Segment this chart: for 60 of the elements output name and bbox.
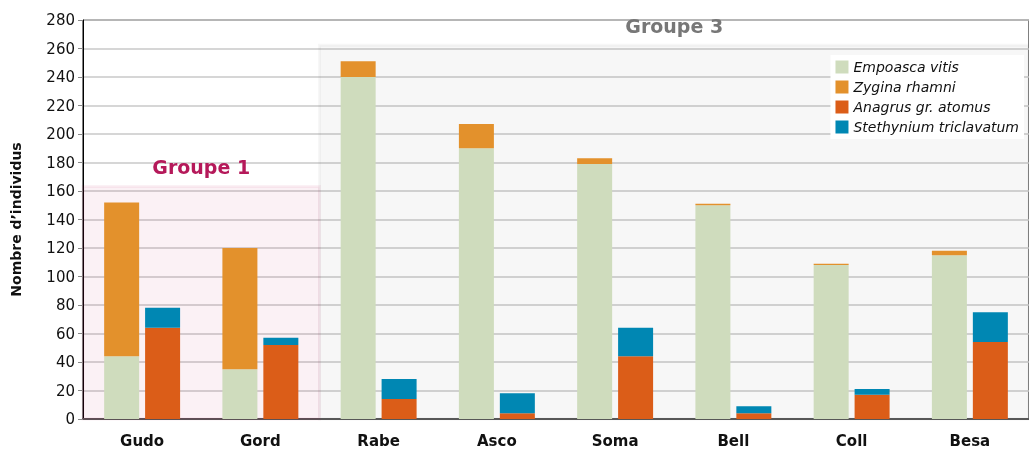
y-tick-label: 120	[46, 239, 75, 257]
x-tick-label: Gord	[239, 431, 281, 450]
bar	[577, 158, 613, 164]
y-axis-title: Nombre d’individus	[8, 142, 24, 297]
bar	[813, 265, 849, 419]
bar	[931, 255, 967, 419]
x-tick-label: Gudo	[120, 431, 165, 450]
bar	[736, 406, 772, 414]
y-tick-label: 160	[46, 182, 75, 200]
band-label: Groupe 3	[625, 15, 724, 38]
y-tick-label: 20	[55, 381, 75, 400]
bar	[695, 205, 731, 419]
y-tick-label: 240	[46, 68, 75, 86]
y-tick-label: 0	[65, 410, 75, 428]
bar	[499, 393, 535, 414]
x-tick-label: Soma	[591, 431, 639, 450]
y-tick-label: 200	[46, 125, 75, 143]
bar	[222, 369, 258, 419]
bar	[222, 248, 258, 370]
y-tick-label: 40	[55, 353, 75, 371]
bar	[263, 337, 299, 345]
y-tick-label: 280	[46, 11, 75, 29]
y-tick-label: 60	[55, 324, 75, 343]
bar	[381, 379, 417, 400]
bar	[104, 202, 140, 357]
x-tick-label: Coll	[835, 431, 868, 450]
bar	[145, 307, 181, 328]
bar	[854, 394, 890, 419]
bar	[972, 312, 1008, 343]
bar	[618, 356, 654, 419]
bar	[263, 344, 299, 419]
bar	[618, 327, 654, 357]
y-tick-label: 140	[46, 210, 75, 229]
bar	[499, 413, 535, 419]
y-tick-label: 260	[46, 39, 75, 58]
legend-label: Zygina rhamni	[852, 79, 956, 95]
bar	[854, 389, 890, 395]
y-tick-label: 220	[46, 96, 75, 115]
bar	[340, 77, 376, 419]
band-label: Groupe 1	[152, 156, 251, 179]
legend-label: Empoasca vitis	[853, 59, 959, 75]
x-tick-label: Besa	[949, 431, 991, 450]
bar	[972, 342, 1008, 419]
bar	[104, 356, 140, 419]
y-tick-label: 100	[46, 267, 75, 286]
x-tick-label: Rabe	[357, 431, 400, 450]
bar	[577, 163, 613, 419]
y-tick-label: 80	[55, 296, 75, 314]
x-tick-label: Bell	[717, 431, 750, 450]
bar	[458, 148, 494, 419]
bar	[736, 413, 772, 419]
bar	[931, 250, 967, 256]
legend-label: Anagrus gr. atomus	[852, 99, 991, 115]
legend-label: Stethynium triclavatum	[853, 119, 1020, 135]
bar	[381, 399, 417, 419]
bar	[340, 61, 376, 77]
y-tick-label: 180	[46, 153, 75, 172]
bar	[458, 124, 494, 149]
x-tick-label: Asco	[477, 431, 517, 450]
bar	[145, 327, 181, 419]
